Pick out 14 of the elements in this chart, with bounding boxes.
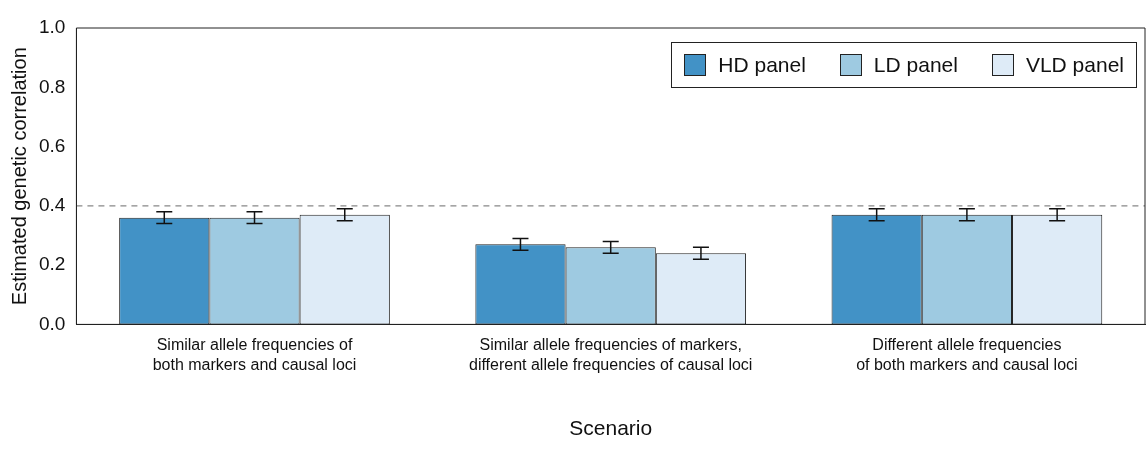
legend-label: HD panel (718, 53, 806, 77)
y-tick-label: 0.8 (38, 75, 66, 97)
y-axis-title: Estimated genetic correlation (7, 47, 30, 306)
legend-label: VLD panel (1025, 53, 1124, 77)
legend-label: LD panel (873, 53, 958, 77)
x-tick-label: Similar allele frequencies of both markers and causal loci (152, 336, 357, 373)
y-tick-label: 0.2 (38, 253, 66, 275)
y-tick-label: 0.4 (38, 194, 66, 216)
x-tick-label: Similar allele frequencies of markers, different allele frequencies of causal loci (468, 336, 753, 373)
x-axis-title: Scenario (569, 416, 653, 440)
y-tick-label: 1.0 (38, 16, 66, 38)
y-tick-label: 0.0 (38, 312, 66, 334)
y-tick-label: 0.6 (38, 134, 66, 156)
x-tick-label: Different allele frequencies of both markers and causal loci (856, 336, 1078, 373)
